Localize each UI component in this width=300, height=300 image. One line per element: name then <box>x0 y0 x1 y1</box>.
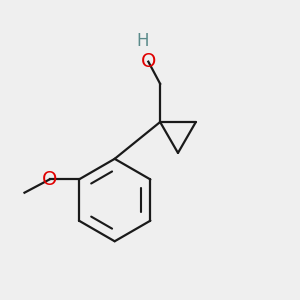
Text: O: O <box>141 52 156 71</box>
Text: O: O <box>42 170 57 189</box>
Text: H: H <box>136 32 149 50</box>
